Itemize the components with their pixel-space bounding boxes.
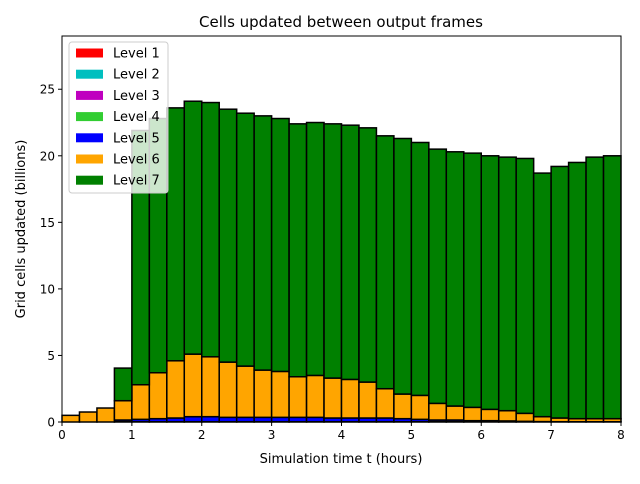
- x-tick-label: 0: [58, 428, 66, 442]
- legend-swatch-4: [76, 112, 103, 121]
- legend-label-6: Level 6: [113, 153, 160, 168]
- y-tick-label: 5: [47, 349, 55, 363]
- bar-level-7-24: [481, 156, 498, 410]
- bar-level-7-29: [569, 162, 586, 418]
- bar-level-6-14: [307, 375, 324, 417]
- legend-swatch-7: [76, 176, 103, 185]
- bar-level-6-15: [324, 378, 341, 418]
- bar-level-7-28: [551, 166, 568, 418]
- x-tick-label: 1: [128, 428, 136, 442]
- bar-level-6-4: [132, 385, 149, 420]
- bar-level-6-22: [446, 406, 463, 420]
- bar-level-6-2: [97, 408, 114, 422]
- legend-swatch-1: [76, 49, 103, 58]
- x-tick-label: 2: [198, 428, 206, 442]
- bar-level-6-25: [499, 411, 516, 421]
- y-tick-label: 15: [40, 216, 55, 230]
- bar-level-6-1: [79, 412, 96, 422]
- bar-level-6-5: [149, 373, 166, 419]
- bar-level-7-15: [324, 124, 341, 378]
- bar-level-7-13: [289, 124, 306, 377]
- bar-level-7-31: [604, 156, 621, 419]
- bar-level-6-20: [411, 395, 428, 419]
- bar-level-7-30: [586, 157, 603, 419]
- bar-level-7-20: [411, 142, 428, 395]
- legend-swatch-3: [76, 91, 103, 100]
- x-axis-label: Simulation time t (hours): [260, 452, 423, 467]
- bar-level-6-23: [464, 407, 481, 420]
- bar-level-6-26: [516, 413, 533, 421]
- bar-level-7-17: [359, 128, 376, 382]
- x-tick-label: 5: [408, 428, 416, 442]
- x-tick-label: 7: [547, 428, 555, 442]
- bar-level-6-9: [219, 362, 236, 417]
- bar-level-7-25: [499, 157, 516, 411]
- legend-label-2: Level 2: [113, 68, 160, 83]
- bar-level-6-10: [237, 366, 254, 417]
- bar-level-7-21: [429, 149, 446, 403]
- bar-level-6-24: [481, 409, 498, 420]
- bar-level-6-7: [184, 354, 201, 417]
- bar-level-6-11: [254, 370, 271, 417]
- bar-level-6-12: [272, 371, 289, 417]
- bar-level-7-26: [516, 158, 533, 413]
- bar-level-5-7: [184, 417, 201, 422]
- bar-level-7-14: [307, 123, 324, 376]
- bar-level-7-12: [272, 119, 289, 372]
- legend-swatch-5: [76, 133, 103, 142]
- bar-level-6-16: [342, 379, 359, 418]
- bar-level-7-18: [376, 136, 393, 389]
- bar-level-6-21: [429, 403, 446, 420]
- bar-level-7-8: [202, 103, 219, 357]
- legend-swatch-6: [76, 155, 103, 164]
- bar-level-6-0: [62, 415, 79, 422]
- legend-label-7: Level 7: [113, 174, 160, 189]
- x-tick-label: 6: [477, 428, 485, 442]
- y-tick-label: 25: [40, 83, 55, 97]
- y-tick-label: 10: [40, 282, 55, 296]
- legend-label-3: Level 3: [113, 89, 160, 104]
- bar-level-7-7: [184, 101, 201, 354]
- bar-level-7-22: [446, 152, 463, 406]
- bar-level-6-6: [167, 361, 184, 418]
- legend-swatch-2: [76, 70, 103, 79]
- bar-level-6-13: [289, 377, 306, 418]
- y-tick-label: 0: [47, 416, 55, 430]
- legend-label-5: Level 5: [113, 131, 160, 146]
- bar-level-6-18: [376, 389, 393, 418]
- bar-level-7-16: [342, 125, 359, 379]
- bar-level-7-23: [464, 153, 481, 407]
- chart-title: Cells updated between output frames: [199, 13, 483, 31]
- y-axis-label: Grid cells updated (billions): [14, 140, 29, 319]
- bar-level-6-3: [114, 401, 131, 420]
- bar-level-7-6: [167, 108, 184, 361]
- legend-label-4: Level 4: [113, 110, 160, 125]
- x-tick-label: 4: [338, 428, 346, 442]
- x-tick-label: 8: [617, 428, 625, 442]
- legend-label-1: Level 1: [113, 47, 160, 62]
- bar-level-7-3: [114, 368, 131, 401]
- bar-level-7-9: [219, 109, 236, 362]
- legend: Level 1 Level 2 Level 3 Level 4 Level 5 Level…: [69, 42, 168, 193]
- bar-level-5-8: [202, 417, 219, 422]
- bar-level-6-8: [202, 357, 219, 417]
- bar-level-6-19: [394, 394, 411, 419]
- bar-level-6-17: [359, 382, 376, 418]
- x-tick-label: 3: [268, 428, 276, 442]
- bar-level-7-27: [534, 173, 551, 417]
- bar-level-7-19: [394, 138, 411, 394]
- bar-level-7-11: [254, 116, 271, 370]
- y-tick-label: 20: [40, 149, 55, 163]
- bar-level-7-10: [237, 113, 254, 366]
